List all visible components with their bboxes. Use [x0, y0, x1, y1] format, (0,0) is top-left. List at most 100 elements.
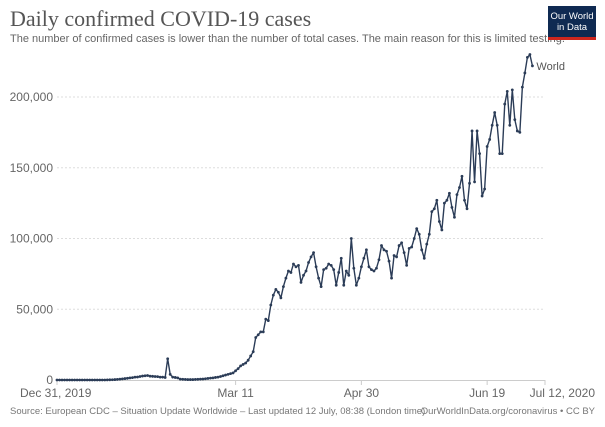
data-point: [269, 303, 273, 307]
data-point: [508, 123, 512, 127]
y-tick-label: 100,000: [10, 232, 54, 246]
data-point: [83, 378, 87, 382]
data-point: [93, 378, 97, 382]
x-tick-label: Jun 19: [469, 386, 505, 400]
data-point: [292, 262, 295, 266]
data-point: [395, 255, 398, 259]
data-point: [505, 89, 509, 93]
data-point: [465, 207, 469, 211]
data-point: [437, 220, 441, 223]
data-point: [297, 263, 300, 267]
data-point: [246, 358, 250, 362]
data-point: [407, 247, 411, 250]
data-point: [231, 371, 235, 375]
data-point: [370, 268, 373, 272]
data-point: [475, 129, 479, 133]
data-point: [372, 269, 376, 273]
data-point: [520, 85, 524, 89]
data-point: [485, 145, 489, 148]
data-point: [148, 374, 152, 378]
data-point: [445, 198, 449, 202]
data-point: [495, 123, 499, 127]
data-point: [498, 152, 502, 156]
data-point: [307, 261, 310, 264]
data-point: [143, 374, 147, 378]
data-point: [204, 377, 207, 381]
data-point: [324, 266, 328, 270]
data-point: [126, 376, 129, 380]
data-point: [490, 123, 494, 127]
data-point: [342, 283, 346, 287]
source-note[interactable]: Source: European CDC – Situation Update …: [10, 406, 426, 417]
data-point: [284, 276, 288, 280]
data-point: [337, 271, 341, 274]
data-point: [287, 269, 290, 273]
data-point: [216, 375, 220, 379]
gridlines: [57, 96, 545, 310]
data-point: [88, 378, 92, 382]
data-point: [352, 266, 356, 270]
data-point: [226, 372, 230, 376]
data-point: [151, 374, 154, 378]
data-point: [214, 376, 217, 379]
data-point: [518, 130, 522, 134]
data-point: [70, 378, 74, 382]
data-point: [435, 198, 439, 202]
data-point: [254, 336, 258, 339]
y-axis: 0 50,000 100,000 150,000 200,000: [10, 90, 54, 387]
data-point: [500, 152, 504, 156]
data-point: [271, 293, 275, 297]
series-label-world: World: [536, 61, 565, 73]
data-point: [251, 350, 255, 354]
data-point: [186, 378, 190, 381]
data-point: [430, 210, 434, 214]
data-point: [380, 244, 383, 247]
data-point: [60, 378, 64, 382]
data-point: [354, 283, 358, 287]
data-point: [327, 262, 331, 266]
data-point: [281, 285, 285, 289]
data-point: [266, 319, 270, 322]
data-point: [425, 242, 429, 246]
data-point: [473, 180, 476, 184]
data-point: [455, 193, 459, 197]
data-point: [110, 378, 114, 382]
credit-link[interactable]: OurWorldInData.org/coronavirus • CC BY: [420, 406, 595, 417]
data-point: [299, 280, 303, 284]
data-point: [510, 88, 514, 92]
data-point: [138, 375, 142, 378]
data-point: [332, 268, 336, 272]
chart-title: Daily confirmed COVID-19 cases: [10, 6, 312, 31]
data-point: [412, 237, 416, 240]
data-point: [450, 205, 454, 209]
data-point: [417, 232, 421, 236]
data-point: [390, 276, 393, 280]
data-point: [503, 102, 507, 106]
data-point: [98, 378, 102, 382]
logo-line-1: Our World: [550, 11, 594, 22]
data-point: [123, 377, 127, 380]
data-point: [229, 372, 232, 376]
data-point: [234, 369, 237, 373]
data-point: [191, 378, 195, 381]
data-point: [312, 251, 315, 255]
data-point: [432, 207, 436, 211]
data-point: [259, 330, 263, 334]
data-point: [470, 129, 474, 133]
data-point: [347, 273, 351, 277]
data-point: [198, 377, 202, 381]
y-tick-label: 50,000: [16, 302, 53, 316]
data-point: [344, 269, 348, 273]
data-point: [221, 374, 225, 378]
chart-subtitle: The number of confirmed cases is lower t…: [10, 33, 565, 45]
data-point: [442, 201, 446, 205]
data-point: [103, 378, 107, 382]
data-point: [365, 248, 368, 252]
data-point: [249, 354, 253, 358]
data-point: [349, 237, 353, 240]
data-point: [121, 377, 124, 381]
data-point: [400, 241, 404, 245]
data-point: [367, 265, 371, 269]
owid-logo[interactable]: Our World in Data: [548, 6, 596, 40]
data-point: [209, 376, 212, 380]
